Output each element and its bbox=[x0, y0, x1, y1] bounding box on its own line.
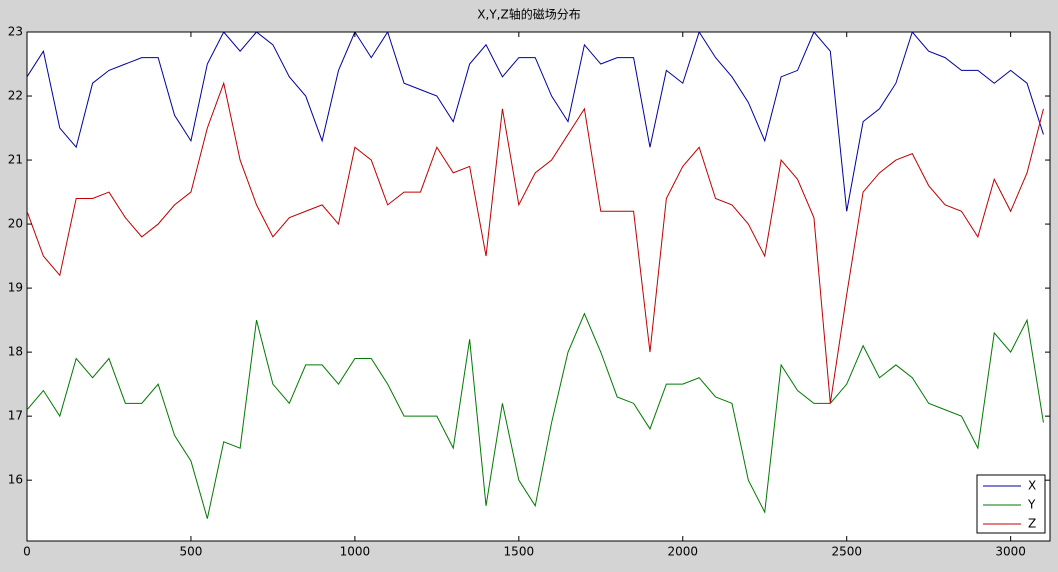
legend-label: Y bbox=[1027, 498, 1036, 512]
y-tick-label: 17 bbox=[8, 409, 23, 423]
x-tick-label: 500 bbox=[179, 545, 202, 559]
series-line bbox=[27, 32, 1044, 212]
y-tick-label: 21 bbox=[8, 153, 23, 167]
y-tick-label: 18 bbox=[8, 345, 23, 359]
x-tick-label: 1500 bbox=[504, 545, 535, 559]
legend-label: Z bbox=[1028, 517, 1036, 531]
y-tick-label: 19 bbox=[8, 281, 23, 295]
chart-title: X,Y,Z轴的磁场分布 bbox=[477, 7, 580, 22]
series-line bbox=[27, 81, 1044, 404]
y-tick-label: 16 bbox=[8, 473, 23, 487]
lines bbox=[27, 32, 1044, 519]
x-tick-label: 2500 bbox=[831, 545, 862, 559]
plot-area bbox=[26, 31, 1051, 542]
y-tick-label: 23 bbox=[8, 25, 23, 39]
y-tick-label: 20 bbox=[8, 217, 23, 231]
series-line bbox=[27, 312, 1044, 519]
y-tick-label: 22 bbox=[8, 89, 23, 103]
legend-box bbox=[976, 474, 1046, 534]
x-tick-label: 0 bbox=[23, 545, 31, 559]
x-tick-label: 3000 bbox=[995, 545, 1026, 559]
legend-label: X bbox=[1028, 479, 1036, 493]
x-tick-label: 2000 bbox=[667, 545, 698, 559]
x-tick-label: 1000 bbox=[340, 545, 371, 559]
